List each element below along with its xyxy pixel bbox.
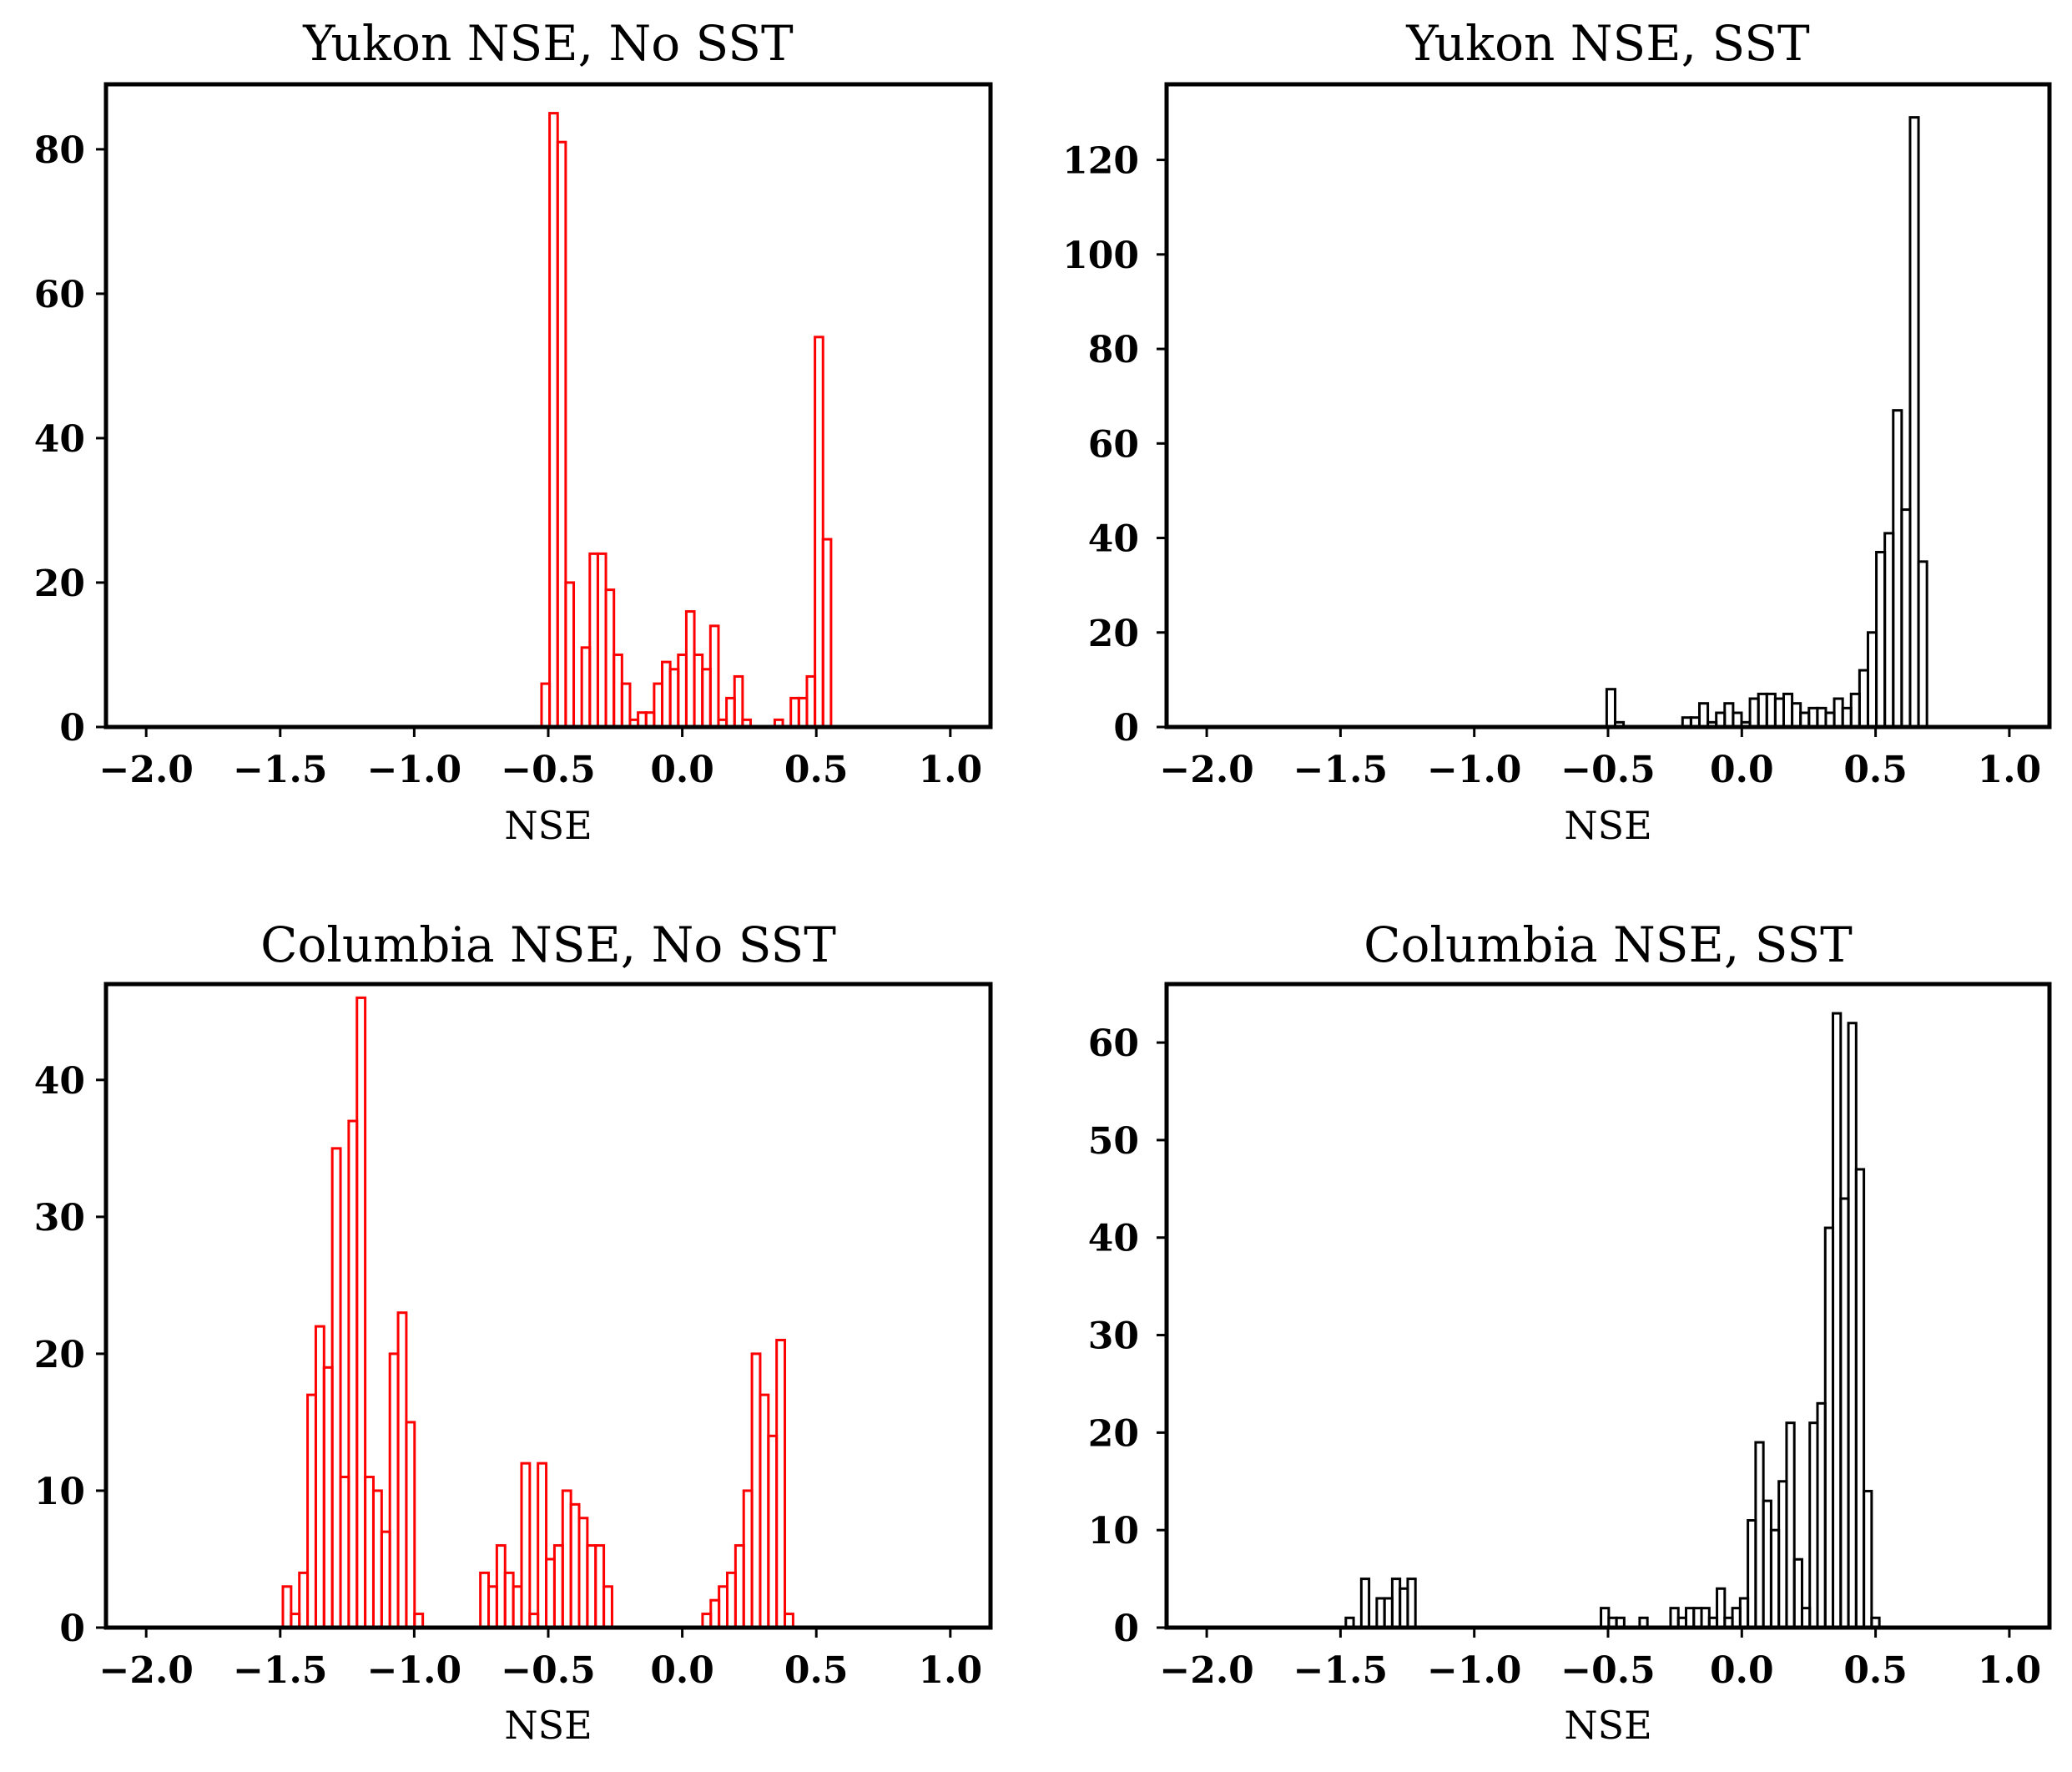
x-tick-label: 0.0 — [1710, 749, 1774, 791]
x-tick-label: −0.5 — [1560, 749, 1655, 791]
y-tick-label: 60 — [1088, 1022, 1139, 1065]
x-axis-label: NSE — [1564, 1703, 1651, 1748]
x-tick-label: −2.0 — [1159, 749, 1253, 791]
y-tick-label: 0 — [1113, 707, 1139, 750]
y-tick-label: 20 — [1088, 1412, 1139, 1455]
panel-yukon-sst: Yukon NSE, SST −2.0 −1.5 −1.0 −0.5 0.0 0.5 1.0… — [1062, 15, 2052, 848]
x-tick-label: −2.0 — [1159, 1649, 1253, 1692]
x-tick-label: −0.5 — [501, 749, 595, 791]
axis-ticks: −2.0 −1.5 −1.0 −0.5 0.0 0.5 1.0 0 10 20 30 40 — [34, 1060, 982, 1692]
y-tick-label: 10 — [1088, 1510, 1139, 1552]
x-tick-label: 0.5 — [1843, 1649, 1908, 1692]
x-tick-label: 0.5 — [1843, 749, 1908, 791]
panel-columbia-no-sst: Columbia NSE, No SST −2.0 −1.5 −1.0 −0.5 0.0… — [34, 916, 993, 1748]
x-tick-label: 1.0 — [919, 749, 983, 791]
x-tick-label: −1.5 — [233, 1649, 327, 1692]
axes-frame — [103, 982, 993, 1630]
y-tick-label: 20 — [34, 1334, 85, 1376]
x-axis-label: NSE — [504, 803, 592, 848]
x-tick-label: 1.0 — [919, 1649, 983, 1692]
x-tick-label: −1.0 — [1427, 1649, 1521, 1692]
y-tick-label: 80 — [34, 129, 85, 172]
panel-title: Yukon NSE, SST — [1405, 15, 1810, 72]
x-tick-label: −2.0 — [98, 1649, 193, 1692]
y-tick-label: 40 — [34, 1060, 85, 1103]
y-tick-label: 100 — [1062, 235, 1139, 277]
y-tick-label: 40 — [34, 418, 85, 461]
x-tick-label: 0.0 — [650, 1649, 714, 1692]
y-tick-label: 30 — [34, 1197, 85, 1239]
y-tick-label: 10 — [34, 1471, 85, 1513]
y-tick-label: 120 — [1062, 140, 1139, 183]
x-axis-label: NSE — [1564, 803, 1651, 848]
x-tick-label: −0.5 — [1560, 1649, 1655, 1692]
x-tick-label: −1.5 — [233, 749, 327, 791]
x-tick-label: −1.0 — [1427, 749, 1521, 791]
axis-ticks: −2.0 −1.5 −1.0 −0.5 0.0 0.5 1.0 0 20 40 60 80 — [34, 129, 982, 791]
y-tick-label: 40 — [1088, 1218, 1139, 1260]
x-tick-label: 0.5 — [784, 1649, 849, 1692]
axes-frame — [103, 82, 993, 729]
y-tick-label: 0 — [59, 707, 85, 750]
y-tick-label: 20 — [1088, 613, 1139, 655]
x-tick-label: 0.0 — [1710, 1649, 1774, 1692]
y-tick-label: 60 — [1088, 423, 1139, 466]
x-tick-label: −2.0 — [98, 749, 193, 791]
x-tick-label: 0.5 — [784, 749, 849, 791]
x-tick-label: 1.0 — [1978, 1649, 2042, 1692]
panel-title: Yukon NSE, No SST — [302, 15, 794, 72]
y-tick-label: 0 — [59, 1608, 85, 1650]
panel-title: Columbia NSE, No SST — [260, 916, 836, 973]
panel-title: Columbia NSE, SST — [1364, 916, 1853, 973]
panel-yukon-no-sst: Yukon NSE, No SST −2.0 −1.5 −1.0 −0.5 0.0 0.5… — [34, 15, 993, 848]
axes-frame — [1164, 982, 2052, 1630]
x-tick-label: −1.5 — [1293, 1649, 1388, 1692]
x-tick-label: 0.0 — [650, 749, 714, 791]
y-tick-label: 30 — [1088, 1315, 1139, 1358]
x-tick-label: −0.5 — [501, 1649, 595, 1692]
x-tick-label: −1.5 — [1293, 749, 1388, 791]
panel-columbia-sst: Columbia NSE, SST −2.0 −1.5 −1.0 −0.5 0.0 0.5… — [1088, 916, 2052, 1748]
y-tick-label: 0 — [1113, 1608, 1139, 1650]
y-tick-label: 60 — [34, 274, 85, 316]
y-tick-label: 80 — [1088, 329, 1139, 371]
axes-frame — [1164, 82, 2052, 729]
x-tick-label: −1.0 — [367, 749, 461, 791]
y-tick-label: 20 — [34, 563, 85, 605]
x-tick-label: −1.0 — [367, 1649, 461, 1692]
x-tick-label: 1.0 — [1978, 749, 2042, 791]
x-axis-label: NSE — [504, 1703, 592, 1748]
y-tick-label: 50 — [1088, 1120, 1139, 1163]
y-tick-label: 40 — [1088, 518, 1139, 561]
